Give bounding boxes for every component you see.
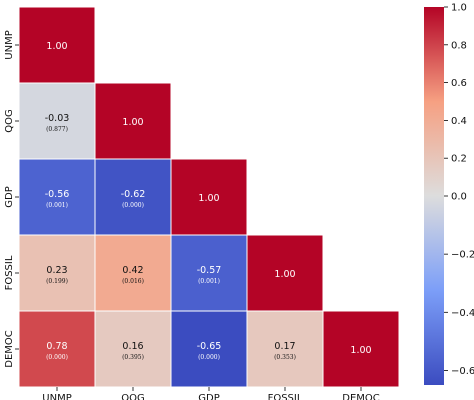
- heatmap-cell: 1.00: [170, 158, 248, 236]
- cell-value-label: 1.00: [274, 269, 295, 280]
- x-tick-label: UNMP: [42, 393, 71, 400]
- cell-fill: [170, 310, 248, 388]
- cell-p-value-label: (0.001): [198, 278, 220, 285]
- cell-p-value-label: (0.016): [122, 278, 144, 285]
- colorbar-tick-label: 0.0: [451, 192, 467, 203]
- cell-p-value-label: (0.395): [122, 354, 144, 361]
- heatmap-axes: UNMP QOG GDP FOSSIL DEMOC UNMP QOG GDP FOSSIL DEM…: [4, 30, 380, 400]
- cell-value-label: -0.56: [45, 189, 70, 200]
- cell-fill: [322, 310, 400, 388]
- colorbar-tick-label: −0.6: [451, 366, 474, 377]
- heatmap-cell: -0.62 (0.000): [94, 158, 172, 236]
- heatmap-cell: 1.00: [322, 310, 400, 388]
- colorbar-tick-label: 0.8: [451, 40, 467, 51]
- heatmap-cell: -0.03 (0.877): [18, 82, 96, 160]
- cell-fill: [94, 234, 172, 312]
- heatmap-cell: 1.00: [246, 234, 324, 312]
- x-tick-label: QOG: [121, 393, 145, 400]
- colorbar-tick-label: 0.2: [451, 154, 467, 165]
- x-tick-label: GDP: [198, 393, 219, 400]
- heatmap-cell: 0.78 (0.000): [18, 310, 96, 388]
- y-tick-label: UNMP: [4, 30, 15, 59]
- cell-value-label: 1.00: [350, 345, 371, 356]
- cell-p-value-label: (0.000): [46, 354, 68, 361]
- heatmap-cell: 0.23 (0.199): [18, 234, 96, 312]
- heatmap-cell: 1.00: [94, 82, 172, 160]
- y-tick-label: GDP: [4, 186, 15, 207]
- y-tick-label: FOSSIL: [4, 255, 15, 290]
- x-tick-label: DEMOC: [342, 393, 380, 400]
- cell-p-value-label: (0.877): [46, 126, 68, 133]
- heatmap-plot-area: 1.00 -0.03 (0.877) 1.00 -0.56 (0.001) -0.62 (0.…: [4, 6, 400, 400]
- cell-fill: [170, 158, 248, 236]
- cell-p-value-label: (0.353): [274, 354, 296, 361]
- colorbar-gradient: [424, 7, 444, 385]
- cell-value-label: 0.17: [274, 341, 295, 352]
- cell-value-label: -0.65: [197, 341, 222, 352]
- heatmap-cell: -0.57 (0.001): [170, 234, 248, 312]
- cell-value-label: 0.23: [46, 265, 67, 276]
- cell-fill: [94, 158, 172, 236]
- heatmap-cell: 0.42 (0.016): [94, 234, 172, 312]
- heatmap-cell: 0.17 (0.353): [246, 310, 324, 388]
- cell-fill: [246, 234, 324, 312]
- cell-value-label: 0.42: [122, 265, 143, 276]
- cell-value-label: 1.00: [198, 193, 219, 204]
- cell-fill: [246, 310, 324, 388]
- cell-fill: [94, 310, 172, 388]
- heatmap-cell: 0.16 (0.395): [94, 310, 172, 388]
- y-tick-label: DEMOC: [4, 330, 15, 368]
- cell-value-label: 0.16: [122, 341, 143, 352]
- cell-p-value-label: (0.199): [46, 278, 68, 285]
- x-tick-label: FOSSIL: [268, 393, 303, 400]
- cell-fill: [18, 82, 96, 160]
- cell-value-label: 1.00: [122, 117, 143, 128]
- colorbar-tick-label: −0.2: [451, 250, 474, 261]
- cell-value-label: -0.62: [121, 189, 146, 200]
- cell-value-label: 1.00: [46, 41, 67, 52]
- cell-p-value-label: (0.001): [46, 202, 68, 209]
- colorbar: −0.6 −0.4 −0.2 0.0 0.2 0.4 0.6 0.8 1.0: [424, 3, 474, 385]
- colorbar-tick-label: −0.4: [451, 308, 474, 319]
- colorbar-tick-label: 1.0: [451, 3, 467, 14]
- heatmap-cell: -0.65 (0.000): [170, 310, 248, 388]
- cell-value-label: -0.03: [45, 113, 70, 124]
- cell-fill: [18, 158, 96, 236]
- cell-fill: [18, 6, 96, 84]
- cell-value-label: 0.78: [46, 341, 67, 352]
- heatmap-cell: -0.56 (0.001): [18, 158, 96, 236]
- heatmap-cell: 1.00: [18, 6, 96, 84]
- colorbar-tick-label: 0.6: [451, 78, 467, 89]
- colorbar-tick-label: 0.4: [451, 116, 467, 127]
- y-tick-label: QOG: [4, 109, 15, 133]
- cell-fill: [94, 82, 172, 160]
- cell-p-value-label: (0.000): [198, 354, 220, 361]
- cell-value-label: -0.57: [197, 265, 222, 276]
- cell-p-value-label: (0.000): [122, 202, 144, 209]
